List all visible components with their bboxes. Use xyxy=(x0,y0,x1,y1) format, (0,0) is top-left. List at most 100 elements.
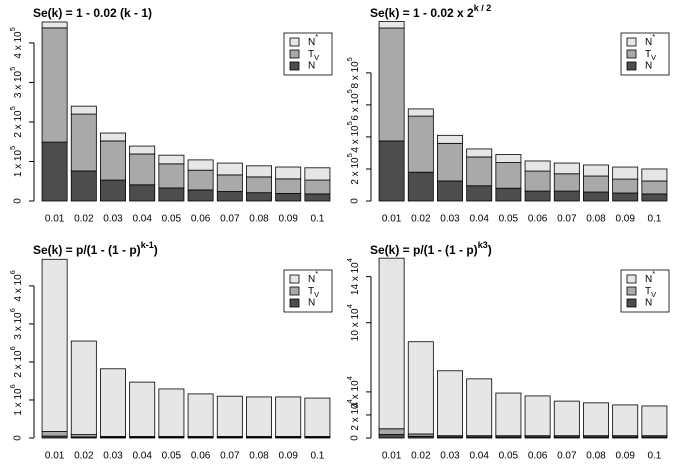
bar-segment xyxy=(524,160,551,172)
bar-segment xyxy=(378,27,405,142)
text-part: 3 x 10 xyxy=(13,312,24,340)
legend-label: N xyxy=(308,298,315,309)
x-tick-label: 0.05 xyxy=(162,214,182,225)
bar-segment xyxy=(246,192,272,202)
text-part: 1 x 10 xyxy=(13,388,24,416)
x-tick-label: 0.06 xyxy=(191,451,211,462)
superscript: 3 xyxy=(483,240,488,250)
bar-segment xyxy=(41,141,68,202)
legend-label: TV xyxy=(645,286,656,300)
legend-swatch xyxy=(289,37,300,47)
text-part: T xyxy=(645,49,651,60)
superscript: 5 xyxy=(345,121,354,125)
superscript: 4 xyxy=(345,376,354,380)
legend-swatch xyxy=(626,298,637,308)
text-part: 4 x 10 xyxy=(350,380,361,408)
subscript: V xyxy=(651,290,656,299)
legend-swatch xyxy=(289,286,300,296)
legend-swatch xyxy=(626,274,637,284)
x-tick-label: 0.01 xyxy=(45,214,65,225)
y-tick-label: 2 x 105 xyxy=(345,153,360,184)
superscript: k-1 xyxy=(141,240,154,250)
x-tick-label: 0.07 xyxy=(557,451,577,462)
subscript: V xyxy=(651,53,656,62)
superscript: * xyxy=(315,269,318,278)
bar-segment xyxy=(187,169,214,191)
text-part: 2 x 10 xyxy=(350,403,361,431)
bar-segment xyxy=(158,154,185,165)
legend-swatch xyxy=(626,61,637,71)
bar-segment xyxy=(41,21,68,29)
y-tick-label: 4 x 105 xyxy=(345,121,360,152)
bar-segment xyxy=(641,193,668,202)
x-tick-label: 0.05 xyxy=(162,451,182,462)
text-part: 2 x 10 xyxy=(350,157,361,185)
bar-segment xyxy=(612,178,639,194)
y-tick-label: 14 x 104 xyxy=(345,258,360,295)
bar-segment xyxy=(187,393,214,437)
bar-segment xyxy=(129,153,156,186)
legend-swatch xyxy=(289,274,300,284)
bar-segment xyxy=(275,166,302,180)
legend-swatch xyxy=(289,49,300,59)
superscript: * xyxy=(652,32,655,41)
text-part: 14 x 10 xyxy=(350,262,361,295)
bar-segment xyxy=(187,159,214,171)
superscript: 5 xyxy=(8,27,17,31)
legend-label: N* xyxy=(645,32,655,47)
bar-segment xyxy=(378,140,405,202)
x-tick-label: 0.08 xyxy=(249,451,269,462)
bar-segment xyxy=(378,428,405,435)
bar-segment xyxy=(70,105,97,115)
bar-segment xyxy=(524,170,551,192)
text-part: Se(k) = p/(1 - (1 - p) xyxy=(370,243,478,257)
bar-segment xyxy=(304,193,331,202)
legend-swatch xyxy=(289,61,300,71)
bar-segment xyxy=(612,404,639,437)
bar-segment xyxy=(641,405,668,437)
y-tick-label: 0 xyxy=(350,435,361,441)
bar-segment xyxy=(70,340,97,435)
bar-segment xyxy=(407,108,434,117)
bar-segment xyxy=(466,378,493,437)
x-tick-label: 0.09 xyxy=(278,214,298,225)
superscript: k xyxy=(478,240,484,250)
superscript: 6 xyxy=(8,308,17,312)
y-tick-label: 0 xyxy=(13,198,24,204)
text-part: N xyxy=(645,274,652,285)
x-tick-label: 0.08 xyxy=(249,214,269,225)
x-tick-label: 0.06 xyxy=(528,214,548,225)
text-part: T xyxy=(308,49,314,60)
bar-segment xyxy=(158,187,185,202)
x-tick-label: 0.01 xyxy=(382,214,402,225)
bar-segment xyxy=(495,392,522,437)
superscript: 5 xyxy=(345,153,354,157)
x-tick-label: 0.07 xyxy=(220,451,240,462)
text-part: N xyxy=(308,37,315,48)
bar-segment xyxy=(583,402,609,437)
x-tick-label: 0.06 xyxy=(191,214,211,225)
superscript: * xyxy=(315,32,318,41)
x-tick-label: 0.07 xyxy=(557,214,577,225)
x-tick-label: 0.1 xyxy=(647,451,661,462)
x-tick-label: 0.03 xyxy=(103,214,123,225)
y-tick-label: 6 x 105 xyxy=(345,89,360,120)
bar-segment xyxy=(275,193,302,202)
superscript: 6 xyxy=(8,270,17,274)
x-tick-label: 0.05 xyxy=(499,214,519,225)
bar-segment xyxy=(275,178,302,194)
y-tick-label: 2 x 105 xyxy=(8,106,23,137)
bar-segment xyxy=(216,191,243,202)
text-part: 4 x 10 xyxy=(13,31,24,59)
bar-segment xyxy=(583,175,609,193)
text-part: N xyxy=(645,37,652,48)
x-tick-label: 0.06 xyxy=(528,451,548,462)
bar-segment xyxy=(524,190,551,202)
bar-segment xyxy=(612,166,639,180)
superscript: 5 xyxy=(8,146,17,150)
text-part: T xyxy=(308,286,314,297)
text-part: 4 x 10 xyxy=(13,274,24,302)
text-part: 2 x 10 xyxy=(13,350,24,378)
text-part: 6 x 10 xyxy=(350,93,361,121)
bar-segment xyxy=(41,258,68,432)
